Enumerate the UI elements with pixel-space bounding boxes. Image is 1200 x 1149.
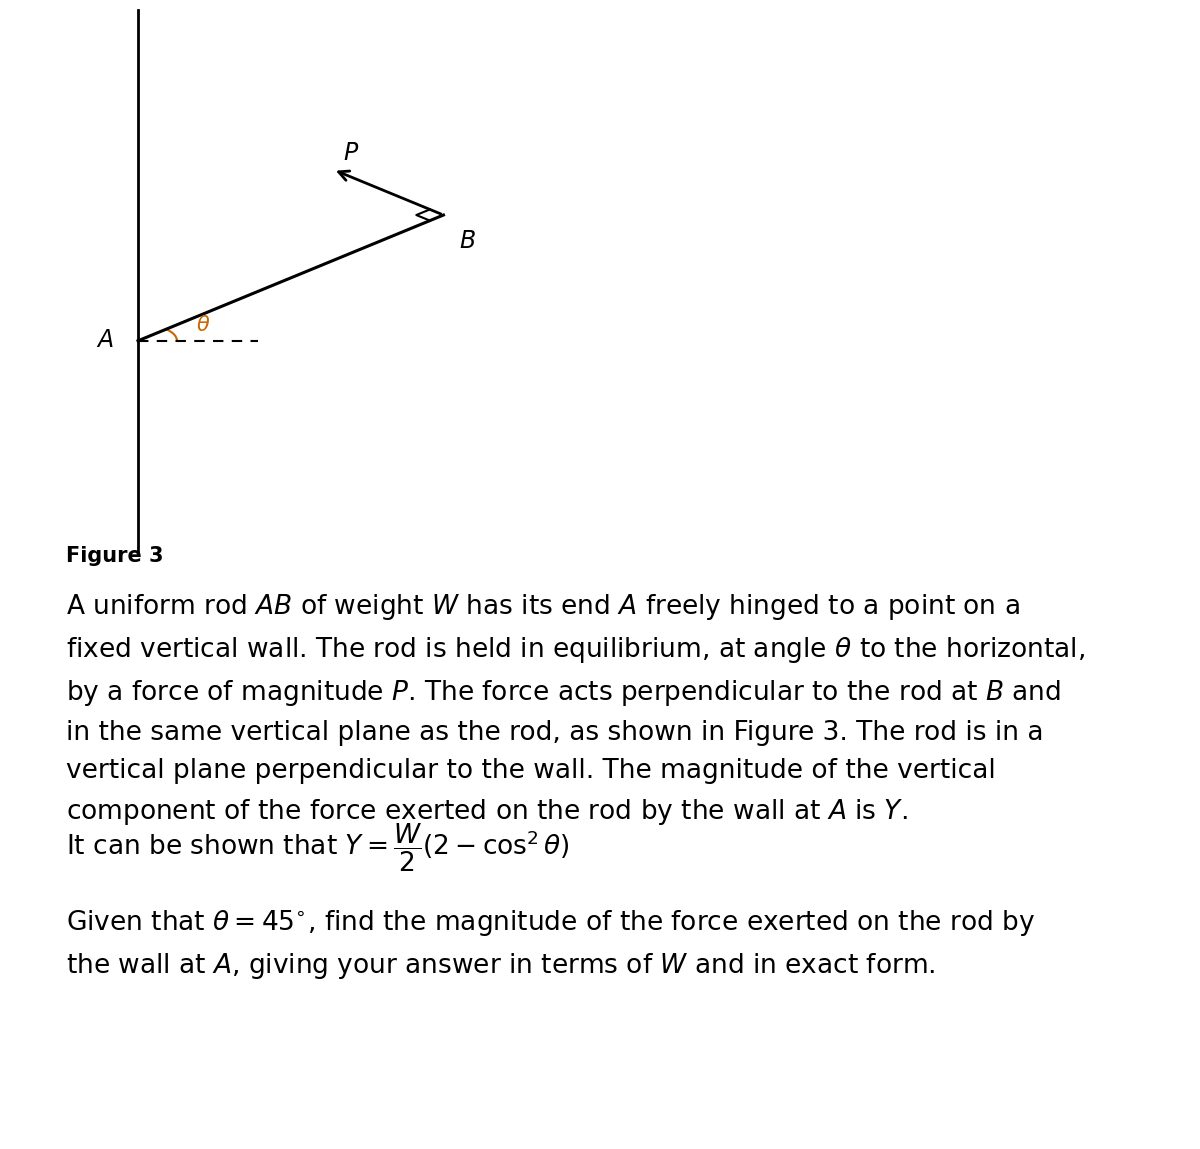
Text: $A$: $A$ [96,330,114,353]
Text: $\theta$: $\theta$ [196,315,210,334]
Text: $B$: $B$ [460,230,476,253]
Text: $P$: $P$ [343,141,359,164]
Text: Figure 3: Figure 3 [66,546,163,565]
Text: It can be shown that $Y = \dfrac{W}{2}\left(2 - \cos^2 \theta\right)$: It can be shown that $Y = \dfrac{W}{2}\l… [66,822,570,873]
Text: Given that $\theta = 45^{\circ}$, find the magnitude of the force exerted on the: Given that $\theta = 45^{\circ}$, find t… [66,908,1036,981]
Text: A uniform rod $AB$ of weight $W$ has its end $A$ freely hinged to a point on a
f: A uniform rod $AB$ of weight $W$ has its… [66,592,1085,827]
